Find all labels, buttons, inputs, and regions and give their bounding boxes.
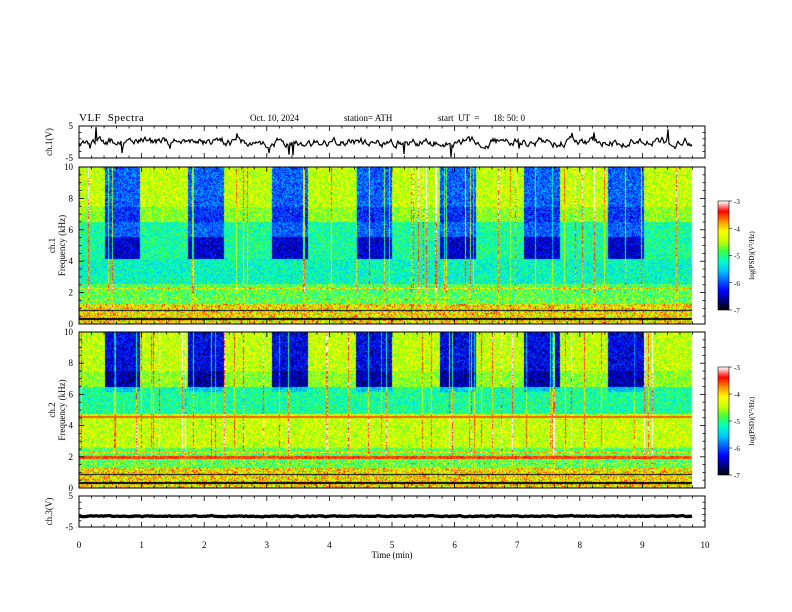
colorbar-tick-label: -7	[734, 307, 740, 315]
x-tick-label: 10	[701, 540, 711, 550]
colorbar-tick-label: -3	[734, 364, 740, 372]
ch3-waveform-trace	[78, 513, 693, 519]
y-tick-label: -5	[66, 522, 74, 532]
y-axis-channel-label: ch.2	[47, 402, 57, 417]
spectrogram-ch2	[79, 332, 705, 488]
x-axis-label: Time (min)	[372, 550, 413, 560]
date-label: Oct. 10, 2024	[250, 113, 299, 123]
y-tick-label: 0	[69, 483, 74, 493]
colorbar-tick-label: -4	[734, 391, 740, 399]
colorbar-tick-label: -4	[734, 225, 740, 233]
y-tick-label: 8	[69, 358, 74, 368]
start-ut-value: 18: 50: 0	[493, 113, 526, 123]
start-ut-label: start UT =	[438, 113, 480, 123]
y-tick-label: 5	[69, 121, 74, 131]
x-tick-label: 3	[265, 540, 270, 550]
spectrogram-ch1	[79, 167, 705, 324]
y-axis-label: ch.3(V)	[44, 498, 54, 526]
y-tick-label: 5	[69, 491, 74, 501]
colorbar-ch1	[718, 201, 729, 310]
y-tick-label: -5	[66, 153, 74, 163]
colorbar-tick-label: -6	[734, 445, 740, 453]
y-tick-label: 2	[69, 452, 74, 462]
y-tick-label: 6	[69, 225, 74, 235]
colorbar-tick-label: -5	[734, 418, 740, 426]
x-tick-label: 8	[578, 540, 583, 550]
y-tick-label: 8	[69, 193, 74, 203]
y-axis-label: Frequency (kHz)	[57, 215, 67, 276]
x-tick-label: 6	[452, 540, 457, 550]
colorbar-tick-label: -7	[734, 472, 740, 480]
chart-title: VLF Spectra	[79, 112, 145, 124]
y-tick-label: 0	[69, 319, 74, 329]
x-tick-label: 4	[327, 540, 332, 550]
x-tick-label: 0	[77, 540, 82, 550]
colorbar-tick-label: -3	[734, 198, 740, 206]
y-tick-label: 6	[69, 389, 74, 399]
y-axis-channel-label: ch.1	[47, 238, 57, 253]
x-tick-label: 1	[139, 540, 144, 550]
station-label: station= ATH	[344, 113, 393, 123]
colorbar-ch2	[718, 367, 729, 475]
x-tick-label: 9	[640, 540, 645, 550]
colorbar-tick-label: -6	[734, 280, 740, 288]
y-tick-label: 4	[69, 256, 74, 266]
y-tick-label: 2	[69, 288, 74, 298]
colorbar-tick-label: -5	[734, 253, 740, 261]
y-tick-label: 4	[69, 421, 74, 431]
ch1-waveform-trace	[78, 127, 693, 158]
colorbar-label: log(PSD)(V²/Hz)	[748, 231, 756, 280]
colorbar-label: log(PSD)(V²/Hz)	[748, 396, 756, 445]
y-tick-label: 10	[64, 162, 74, 172]
x-tick-label: 5	[390, 540, 395, 550]
x-tick-label: 7	[515, 540, 520, 550]
y-axis-label: Frequency (kHz)	[57, 379, 67, 440]
y-axis-label: ch.1(V)	[44, 128, 54, 156]
x-tick-label: 2	[202, 540, 207, 550]
y-tick-label: 10	[64, 327, 74, 337]
